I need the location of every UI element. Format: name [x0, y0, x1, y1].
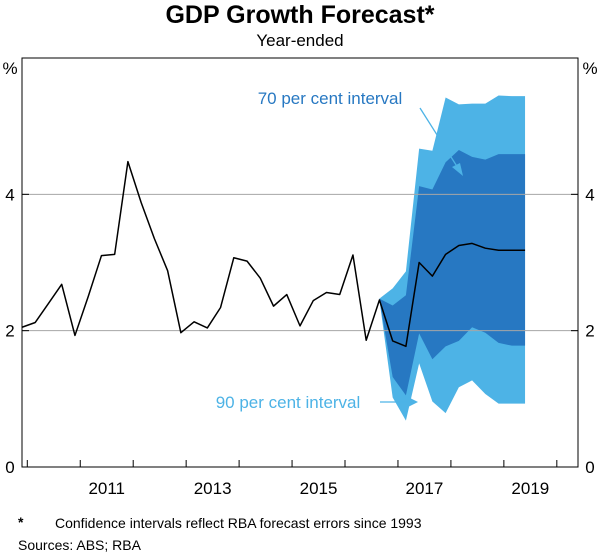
y-tick-label-right-0: 0 — [585, 458, 594, 477]
y-unit-right: % — [582, 59, 597, 78]
y-tick-label-left-4: 4 — [5, 185, 14, 204]
x-tick-label-2015: 2015 — [300, 479, 338, 498]
interval-bands — [379, 95, 526, 421]
y-tick-label-right-2: 2 — [585, 322, 594, 341]
sources-note: Sources: ABS; RBA — [18, 537, 141, 553]
annotation-70-arrowhead — [452, 163, 463, 176]
annotation-90-arrowhead — [408, 397, 418, 407]
annotation-70-interval: 70 per cent interval — [258, 89, 403, 108]
footnote-marker: * — [18, 514, 24, 530]
x-tick-label-2011: 2011 — [88, 479, 125, 498]
y-tick-label-left-0: 0 — [5, 458, 14, 477]
annotation-90-interval: 90 per cent interval — [216, 393, 361, 412]
gdp-growth-line — [21, 160, 526, 348]
annotation-70-arrow — [419, 107, 459, 169]
x-tick-label-2013: 2013 — [194, 479, 232, 498]
chart-title: GDP Growth Forecast* — [165, 1, 435, 29]
gdp-growth-line-group — [21, 160, 526, 348]
band-70-interval — [379, 150, 526, 396]
x-tick-label-2019: 2019 — [511, 479, 549, 498]
plot-frame — [21, 57, 579, 468]
x-tick-label-2017: 2017 — [406, 479, 444, 498]
y-tick-label-left-2: 2 — [5, 322, 14, 341]
y-unit-left: % — [2, 59, 17, 78]
axis-ticks: 0 0 2 2 4 4 2011 2013 2015 2017 2019 — [5, 185, 594, 498]
y-tick-label-right-4: 4 — [585, 185, 594, 204]
footnote-text: Confidence intervals reflect RBA forecas… — [55, 515, 422, 531]
gridlines — [22, 193, 578, 332]
chart-subtitle: Year-ended — [256, 31, 344, 50]
